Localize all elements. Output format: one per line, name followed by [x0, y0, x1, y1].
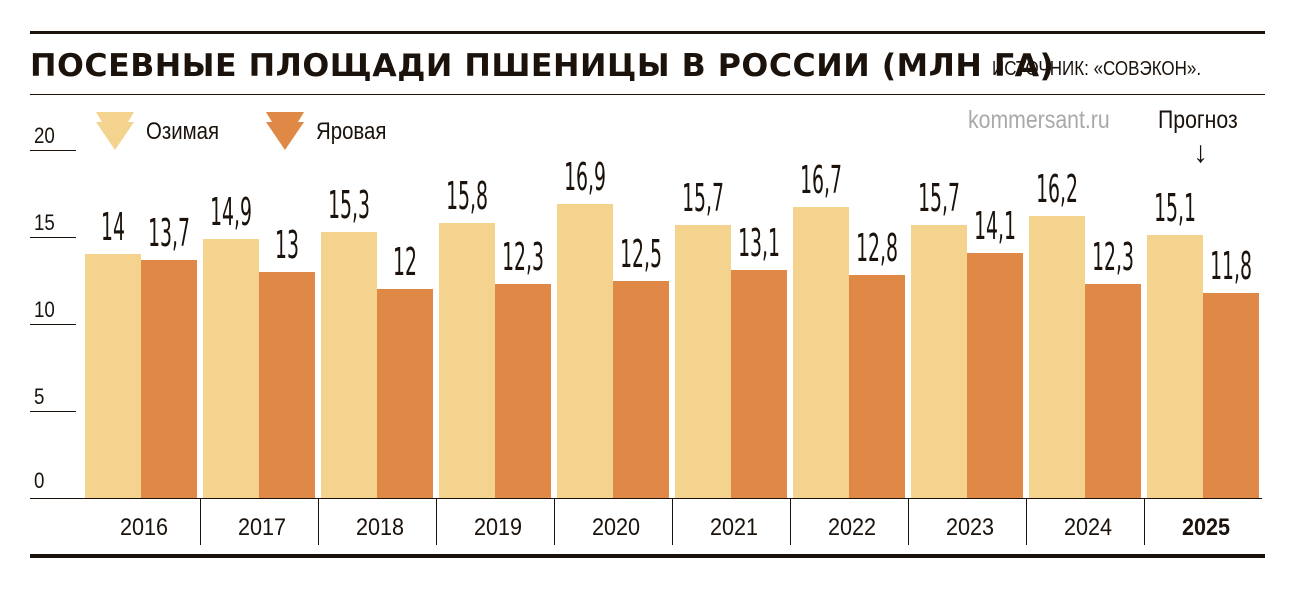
x-tick-label: 2018 [355, 514, 405, 541]
x-tick-label: 2021 [709, 514, 759, 541]
x-separator [1144, 499, 1145, 545]
source-note: ИСТОЧНИК: «СОВЭКОН». [992, 58, 1202, 80]
value-label: 12,8 [856, 226, 898, 270]
watermark: kommersant.ru [968, 106, 1110, 134]
x-separator [554, 499, 555, 545]
value-label: 13,7 [148, 211, 190, 255]
y-tick-label: 5 [34, 384, 45, 409]
bar-winter-2023 [911, 225, 967, 498]
value-label: 13 [275, 223, 299, 267]
forecast-arrow-icon: ↓ [1193, 136, 1208, 169]
value-label: 12,3 [502, 235, 544, 279]
value-label: 14 [101, 205, 125, 249]
y-tick-20: 20 [30, 115, 76, 151]
y-tick-label: 0 [34, 468, 45, 493]
bar-spring-2022 [849, 275, 905, 498]
bar-spring-2023 [967, 253, 1023, 498]
x-separator [908, 499, 909, 545]
legend-triangle-spring-icon [266, 112, 304, 150]
x-separator [200, 499, 201, 545]
legend-label: Озимая [146, 118, 220, 145]
x-tick-label: 2025 [1181, 514, 1231, 541]
legend-triangle-winter-icon [96, 112, 134, 150]
bar-winter-2020 [557, 204, 613, 498]
value-label: 15,7 [682, 176, 724, 220]
bar-winter-2017 [203, 239, 259, 498]
x-tick-label: 2024 [1063, 514, 1113, 541]
bar-spring-2018 [377, 289, 433, 498]
title-divider [30, 94, 1265, 95]
value-label: 12,3 [1092, 235, 1134, 279]
bar-spring-2020 [613, 281, 669, 498]
value-label: 15,3 [328, 183, 370, 227]
legend-label: Яровая [316, 118, 387, 145]
x-tick-label: 2016 [119, 514, 169, 541]
chart-title: ПОСЕВНЫЕ ПЛОЩАДИ ПШЕНИЦЫ В РОССИИ (МЛН Г… [30, 48, 1055, 84]
x-separator [1026, 499, 1027, 545]
value-label: 15,8 [446, 174, 488, 218]
x-tick-label: 2020 [591, 514, 641, 541]
bar-winter-2019 [439, 223, 495, 498]
bar-spring-2016 [141, 260, 197, 498]
value-label: 13,1 [738, 221, 780, 265]
x-tick-label: 2019 [473, 514, 523, 541]
value-label: 11,8 [1210, 244, 1252, 288]
y-tick-15: 15 [30, 202, 76, 238]
y-tick-line [30, 324, 76, 325]
x-separator [672, 499, 673, 545]
y-tick-label: 20 [34, 123, 55, 148]
value-label: 16,2 [1036, 167, 1078, 211]
forecast-label: Прогноз [1158, 106, 1238, 134]
bar-spring-2021 [731, 270, 787, 498]
bottom-rule [30, 554, 1265, 558]
y-tick-line [30, 411, 76, 412]
value-label: 12,5 [620, 232, 662, 276]
bar-winter-2021 [675, 225, 731, 498]
legend-item-winter: Озимая [92, 112, 232, 152]
value-label: 12 [393, 240, 417, 284]
value-label: 14,9 [210, 190, 252, 234]
bar-spring-2017 [259, 272, 315, 498]
y-tick-10: 10 [30, 289, 76, 325]
y-tick-0: 0 [30, 462, 76, 498]
value-label: 14,1 [974, 204, 1016, 248]
value-label: 15,7 [918, 176, 960, 220]
x-separator [790, 499, 791, 545]
bar-winter-2025 [1147, 235, 1203, 498]
x-axis-baseline [30, 498, 1262, 499]
x-separator [318, 499, 319, 545]
x-separator [436, 499, 437, 545]
bar-winter-2022 [793, 207, 849, 498]
y-tick-5: 5 [30, 376, 76, 412]
bar-spring-2025 [1203, 293, 1259, 498]
x-tick-label: 2022 [827, 514, 877, 541]
top-rule [30, 31, 1265, 34]
bar-winter-2018 [321, 232, 377, 498]
y-tick-label: 10 [34, 297, 55, 322]
y-tick-label: 15 [34, 210, 55, 235]
bar-winter-2016 [85, 254, 141, 498]
value-label: 16,9 [564, 155, 606, 199]
bar-spring-2019 [495, 284, 551, 498]
bar-winter-2024 [1029, 216, 1085, 498]
y-tick-line [30, 237, 76, 238]
value-label: 16,7 [800, 158, 842, 202]
y-tick-line [30, 150, 76, 151]
bar-spring-2024 [1085, 284, 1141, 498]
value-label: 15,1 [1154, 186, 1196, 230]
x-tick-label: 2023 [945, 514, 995, 541]
x-tick-label: 2017 [237, 514, 287, 541]
legend-item-spring: Яровая [262, 112, 399, 152]
